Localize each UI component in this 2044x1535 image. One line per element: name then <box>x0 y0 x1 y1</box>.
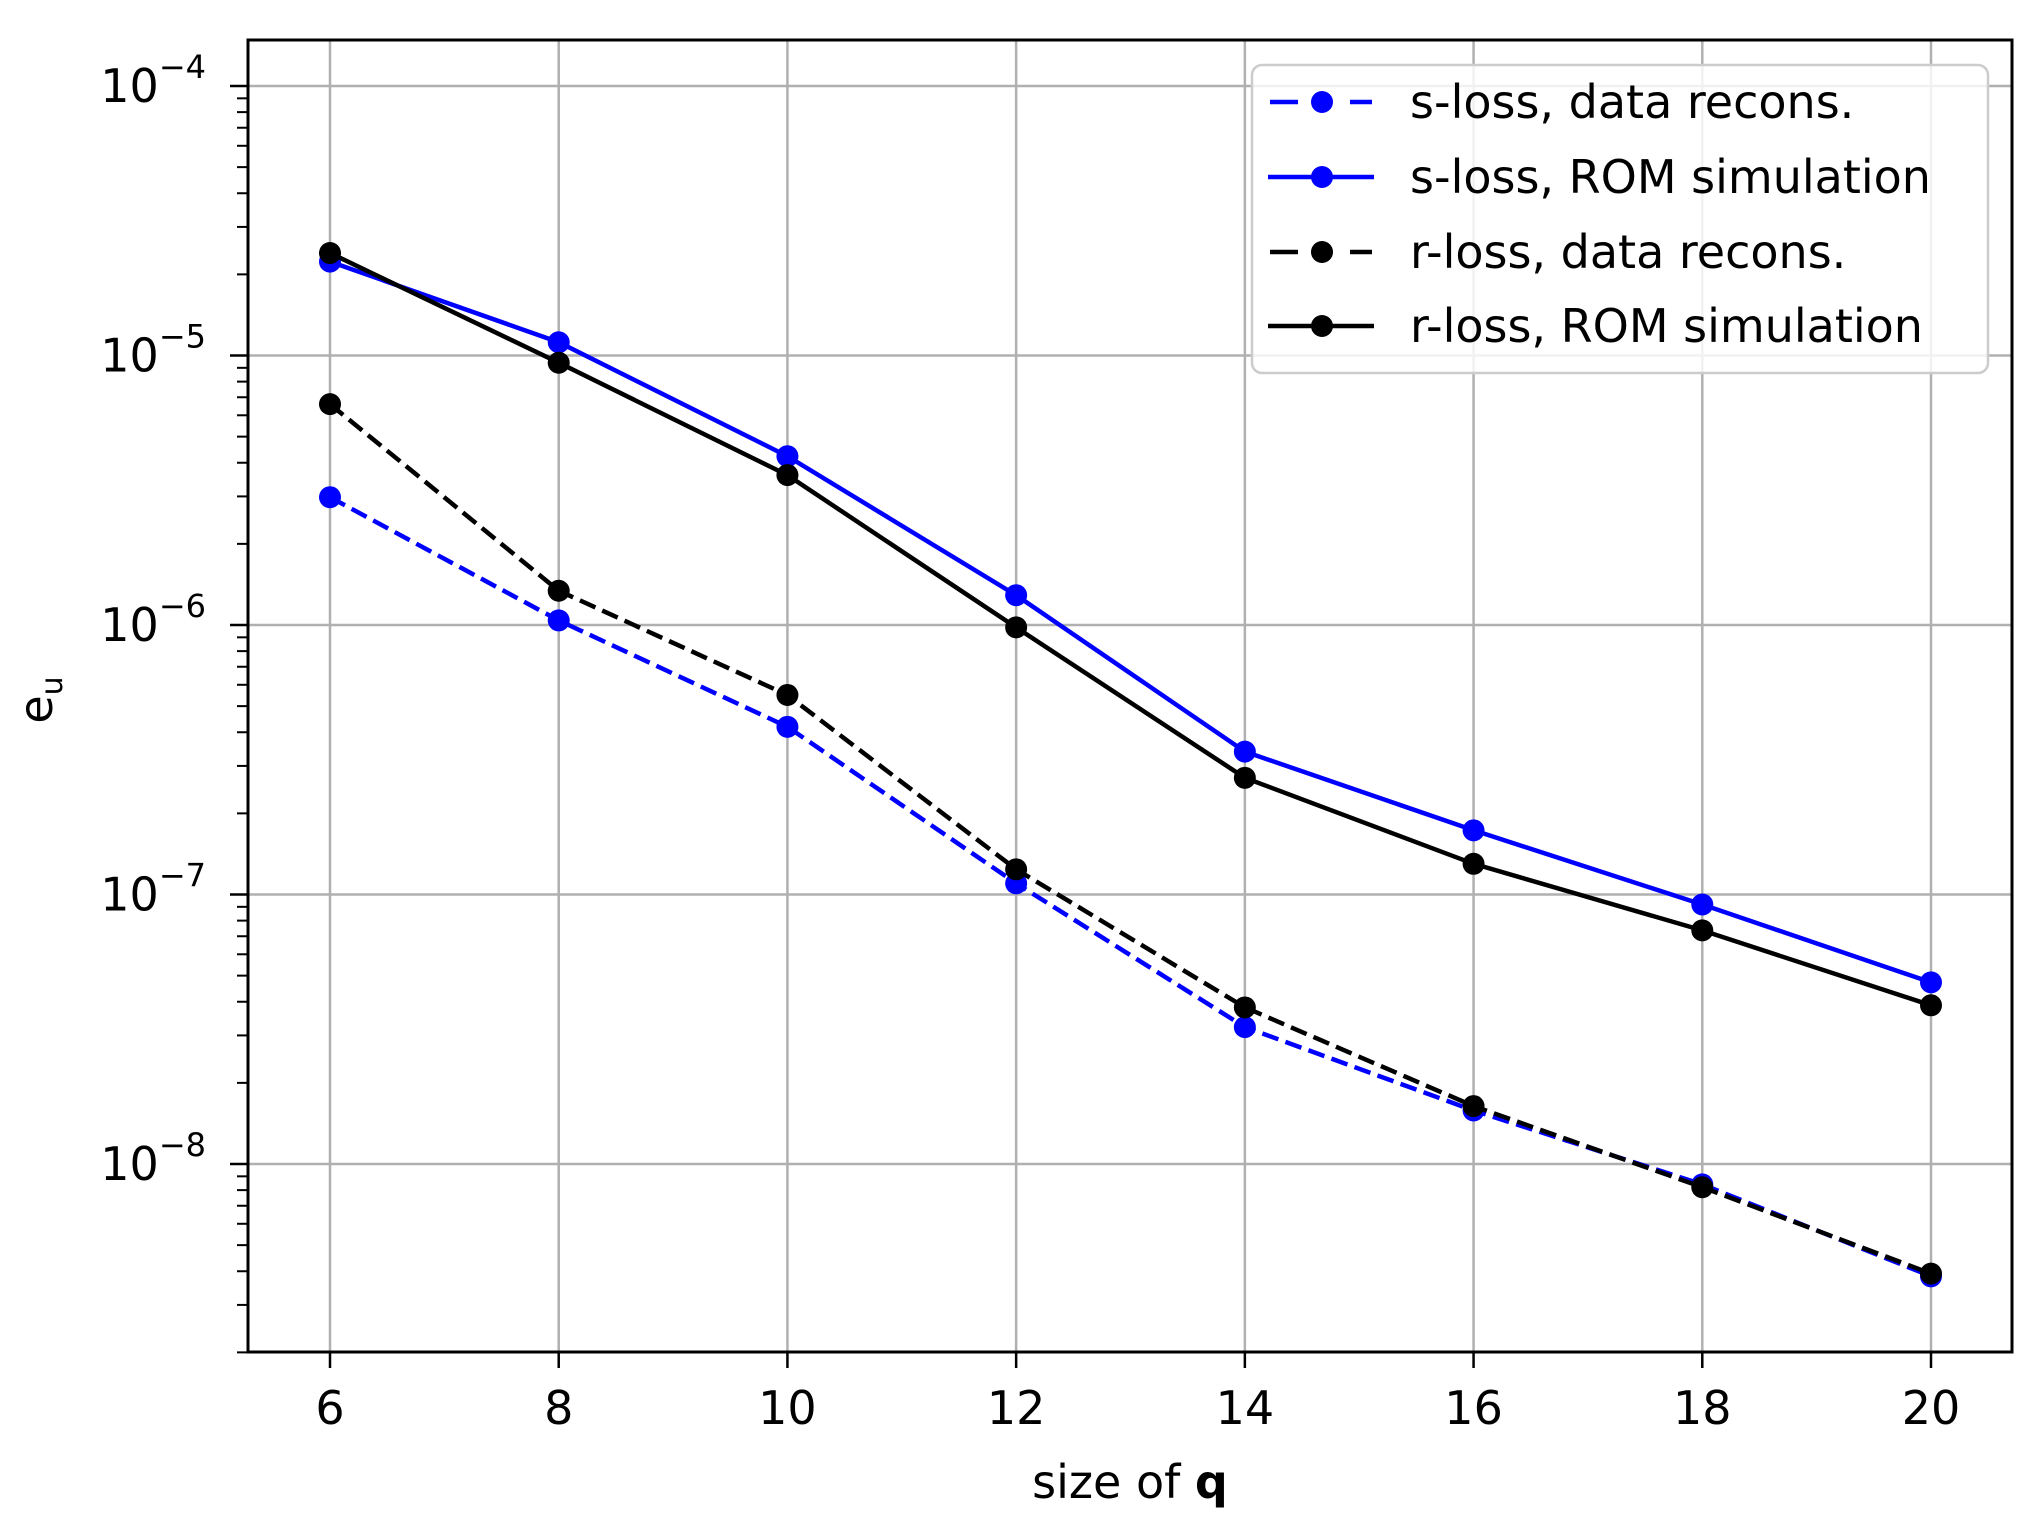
data-point-marker <box>1462 1095 1485 1118</box>
y-axis-ticks: 10−4 10−5 10−6 10−7 10−8 <box>100 48 248 1191</box>
x-tick-label: 6 <box>315 1381 344 1435</box>
series-line <box>328 495 1932 1279</box>
y-tick-label: 10−7 <box>100 857 206 922</box>
legend-label: r-loss, data recons. <box>1410 225 1846 279</box>
data-point-marker <box>547 609 570 632</box>
legend: s-loss, data recons. s-loss, ROM simulati… <box>1250 63 1990 375</box>
x-tick-label: 14 <box>1216 1381 1275 1435</box>
data-point-marker <box>1691 893 1714 916</box>
x-tick-label: 18 <box>1673 1381 1732 1435</box>
data-point-marker <box>547 351 570 374</box>
x-tick-label: 8 <box>544 1381 573 1435</box>
data-point-marker <box>1691 919 1714 942</box>
series-line <box>329 259 1932 985</box>
series-layer <box>319 242 1942 1288</box>
data-point-marker <box>1233 1016 1256 1039</box>
data-point-marker <box>1233 766 1256 789</box>
y-minor-ticks <box>237 97 248 1354</box>
x-axis-label-bold-q: q <box>1195 1455 1228 1509</box>
data-point-marker <box>319 393 341 416</box>
legend-entry: s-loss, ROM simulation <box>1268 150 1931 204</box>
x-tick-label: 10 <box>758 1381 817 1435</box>
y-axis-label: eu <box>9 676 70 723</box>
y-tick-label: 10−5 <box>100 318 206 383</box>
data-point-marker <box>1462 819 1485 842</box>
legend-marker <box>1311 91 1333 113</box>
legend-entry: r-loss, ROM simulation <box>1268 299 1923 353</box>
y-tick-label: 10−8 <box>100 1126 206 1191</box>
legend-entry: s-loss, data recons. <box>1270 75 1854 129</box>
x-axis-ticks: 6 8 10 12 14 16 18 20 <box>315 1352 1960 1435</box>
data-point-marker <box>1920 971 1942 994</box>
data-point-marker <box>319 486 341 509</box>
data-point-marker <box>547 331 570 354</box>
data-point-marker <box>776 464 799 487</box>
legend-box <box>1250 63 1990 375</box>
data-point-marker <box>776 683 799 706</box>
series-r-loss-data-recons <box>319 393 1942 1285</box>
data-point-marker <box>1691 1176 1714 1199</box>
axes-frame <box>246 38 2014 1354</box>
data-point-marker <box>1233 996 1256 1019</box>
data-point-marker <box>1233 740 1256 763</box>
data-point-marker <box>1462 852 1485 875</box>
data-point-marker <box>776 445 799 468</box>
x-tick-label: 16 <box>1444 1381 1503 1435</box>
data-point-marker <box>319 242 341 265</box>
data-point-marker <box>1920 1262 1942 1285</box>
legend-label: s-loss, ROM simulation <box>1410 150 1931 204</box>
legend-marker <box>1311 315 1333 337</box>
data-point-marker <box>776 715 799 738</box>
legend-label: s-loss, data recons. <box>1410 75 1854 129</box>
data-point-marker <box>547 579 570 602</box>
series-r-loss-rom-simulation <box>319 242 1942 1017</box>
legend-label: r-loss, ROM simulation <box>1410 299 1923 353</box>
series-line <box>328 402 1932 1276</box>
legend-entry: r-loss, data recons. <box>1270 225 1846 279</box>
y-tick-label: 10−4 <box>100 48 206 113</box>
x-tick-label: 12 <box>987 1381 1046 1435</box>
x-axis-label: size of q <box>1032 1455 1228 1509</box>
data-point-marker <box>1005 584 1028 607</box>
data-point-marker <box>1920 994 1942 1017</box>
series-line <box>329 250 1932 1008</box>
legend-marker <box>1311 241 1333 263</box>
data-point-marker <box>1005 858 1028 881</box>
series-s-loss-data-recons <box>319 486 1942 1288</box>
legend-marker <box>1311 166 1333 188</box>
data-point-marker <box>1005 616 1028 639</box>
x-tick-label: 20 <box>1902 1381 1961 1435</box>
y-tick-label: 10−6 <box>100 587 206 652</box>
